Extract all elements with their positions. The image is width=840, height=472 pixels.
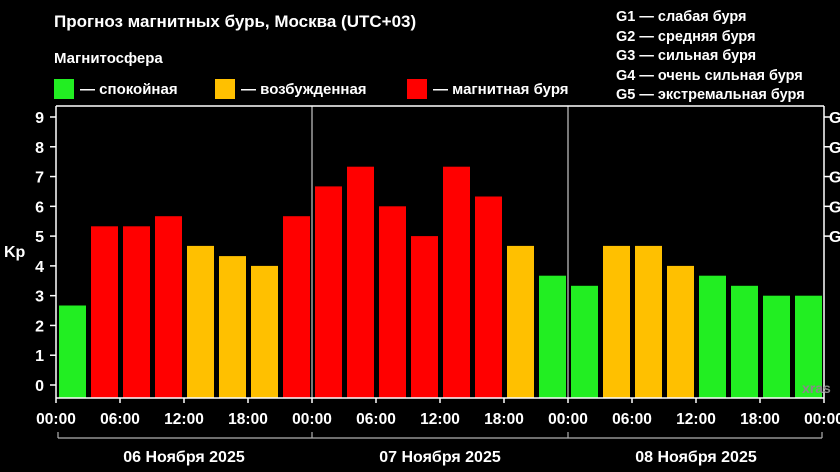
kp-bar [699, 275, 726, 398]
right-tick-label: G [829, 229, 840, 246]
watermark: xras [802, 380, 831, 396]
x-tick-label: 12:00 [676, 411, 716, 428]
x-tick-label: 18:00 [740, 411, 780, 428]
storm-level-g3: G3 — сильная буря [616, 48, 757, 64]
legend-item-storm: — магнитная буря [407, 78, 569, 100]
kp-bar [667, 265, 694, 398]
kp-bar [283, 216, 310, 398]
right-tick-label: G [829, 140, 840, 157]
storm-level-g1: G1 — слабая буря [616, 9, 747, 25]
legend-swatch-quiet [54, 79, 74, 99]
kp-bar [635, 245, 662, 398]
kp-bar [91, 226, 118, 398]
kp-bar [571, 285, 598, 398]
right-tick-label: G [829, 170, 840, 187]
y-tick-label: 9 [35, 110, 44, 127]
y-axis-label: Kp [4, 244, 26, 261]
x-tick-label: 18:00 [228, 411, 268, 428]
kp-bar [379, 206, 406, 398]
kp-bar [123, 226, 150, 398]
y-tick-label: 3 [35, 289, 44, 306]
x-tick-label: 12:00 [164, 411, 204, 428]
day-label: 07 Ноября 2025 [379, 449, 501, 466]
day-label: 08 Ноября 2025 [635, 449, 757, 466]
kp-bar [251, 265, 278, 398]
storm-level-list: G1 — слабая буря G2 — средняя буря G3 — … [616, 8, 805, 106]
y-tick-label: 5 [35, 229, 44, 246]
legend-label-storm: — магнитная буря [433, 80, 569, 98]
storm-level-g4: G4 — очень сильная буря [616, 67, 803, 84]
x-tick-label: 00:00 [804, 411, 840, 428]
legend-label-active: — возбужденная [241, 80, 367, 98]
x-tick-label: 06:00 [356, 411, 396, 428]
x-tick-label: 18:00 [484, 411, 524, 428]
kp-bar [795, 295, 822, 398]
x-tick-label: 06:00 [100, 411, 140, 428]
kp-bar [411, 236, 438, 398]
kp-bar [603, 245, 630, 398]
kp-bar [155, 216, 182, 398]
kp-bar [731, 285, 758, 398]
y-tick-label: 6 [35, 199, 44, 216]
y-tick-label: 0 [35, 378, 44, 395]
x-tick-label: 00:00 [36, 411, 76, 428]
legend-item-quiet: — спокойная [54, 78, 178, 100]
legend-swatch-storm [407, 79, 427, 99]
y-tick-label: 1 [35, 348, 44, 365]
kp-bar [507, 245, 534, 398]
x-tick-label: 00:00 [548, 411, 588, 428]
x-tick-label: 12:00 [420, 411, 460, 428]
x-tick-label: 00:00 [292, 411, 332, 428]
y-tick-label: 7 [35, 170, 44, 187]
kp-bar [347, 166, 374, 398]
x-tick-label: 06:00 [612, 411, 652, 428]
kp-bar [475, 196, 502, 398]
legend-item-active: — возбужденная [215, 78, 367, 100]
kp-bar [219, 256, 246, 398]
chart-title: Прогноз магнитных бурь, Москва (UTC+03) [54, 12, 417, 31]
kp-bar [59, 305, 86, 398]
legend-title: Магнитосфера [54, 50, 163, 67]
storm-level-g5: G5 — экстремальная буря [616, 87, 805, 103]
legend-swatch-active [215, 79, 235, 99]
right-tick-label: G [829, 199, 840, 216]
storm-level-g2: G2 — средняя буря [616, 28, 756, 45]
right-tick-label: G [829, 110, 840, 127]
y-tick-label: 8 [35, 140, 44, 157]
kp-bar [443, 166, 470, 398]
kp-bar [763, 295, 790, 398]
legend-label-quiet: — спокойная [80, 80, 178, 98]
kp-bar [187, 245, 214, 398]
kp-bar [315, 186, 342, 398]
y-tick-label: 4 [35, 259, 44, 276]
kp-bar [539, 275, 566, 398]
y-tick-label: 2 [35, 318, 44, 335]
day-label: 06 Ноября 2025 [123, 449, 245, 466]
